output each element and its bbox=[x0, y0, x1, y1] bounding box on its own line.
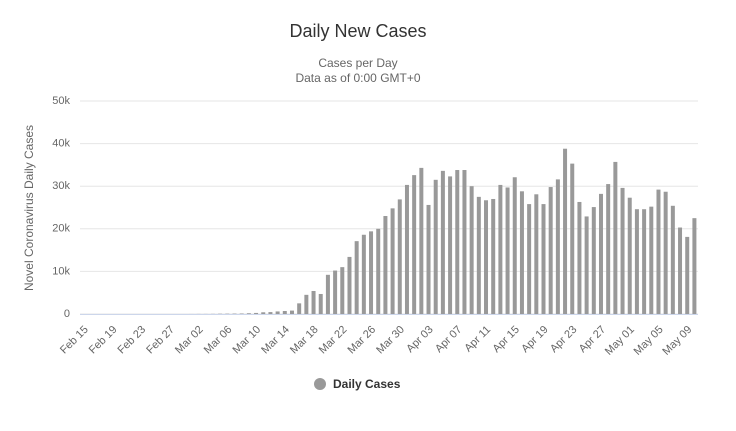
bar bbox=[240, 313, 244, 314]
bar bbox=[441, 171, 445, 314]
bar bbox=[276, 311, 280, 314]
bar bbox=[527, 204, 531, 314]
bar bbox=[671, 206, 675, 314]
bar bbox=[678, 228, 682, 314]
bar bbox=[563, 149, 567, 314]
bar bbox=[398, 199, 402, 314]
x-tick-label: Apr 15 bbox=[491, 324, 522, 355]
bar bbox=[570, 164, 574, 314]
bar bbox=[491, 199, 495, 314]
bar bbox=[283, 311, 287, 314]
bar bbox=[556, 179, 560, 314]
bar bbox=[333, 271, 337, 314]
x-tick-label: Feb 23 bbox=[116, 324, 149, 357]
bar bbox=[484, 200, 488, 314]
chart-subtitle: Cases per Day bbox=[318, 56, 397, 70]
bar bbox=[592, 207, 596, 314]
bar bbox=[462, 170, 466, 314]
bar bbox=[628, 198, 632, 314]
x-tick-label: May 05 bbox=[632, 324, 666, 358]
bar bbox=[261, 312, 265, 314]
y-axis-title: Novel Coronavirus Daily Cases bbox=[22, 125, 36, 291]
bar bbox=[290, 311, 294, 314]
bar bbox=[362, 235, 366, 314]
bar bbox=[391, 208, 395, 314]
x-tick-label: Mar 14 bbox=[259, 324, 292, 357]
x-tick-label: May 09 bbox=[660, 324, 694, 358]
y-tick-label: 30k bbox=[52, 180, 70, 192]
y-tick-label: 10k bbox=[52, 265, 70, 277]
x-tick-label: Mar 10 bbox=[231, 324, 264, 357]
x-tick-label: May 01 bbox=[603, 324, 637, 358]
x-tick-label: Apr 23 bbox=[548, 324, 579, 355]
bar bbox=[405, 185, 409, 314]
x-tick-label: Apr 19 bbox=[519, 324, 550, 355]
bar bbox=[692, 218, 696, 314]
bar bbox=[247, 313, 251, 314]
x-tick-label: Mar 02 bbox=[173, 324, 206, 357]
bar bbox=[534, 194, 538, 314]
bar bbox=[635, 209, 639, 314]
bar bbox=[340, 267, 344, 314]
bar bbox=[649, 207, 653, 314]
bar bbox=[606, 184, 610, 314]
bar bbox=[434, 180, 438, 314]
bar bbox=[577, 202, 581, 314]
bar bbox=[621, 188, 625, 314]
legend-label: Daily Cases bbox=[333, 377, 401, 391]
bar bbox=[412, 175, 416, 314]
bar bbox=[685, 237, 689, 314]
bar bbox=[642, 209, 646, 314]
y-tick-label: 20k bbox=[52, 223, 70, 235]
bar bbox=[506, 187, 510, 314]
bar bbox=[585, 216, 589, 314]
bar bbox=[448, 176, 452, 314]
x-tick-label: Mar 26 bbox=[346, 324, 379, 357]
bar bbox=[599, 194, 603, 314]
chart-title: Daily New Cases bbox=[289, 21, 426, 41]
bar bbox=[304, 295, 308, 314]
bar bbox=[656, 190, 660, 314]
bar bbox=[427, 205, 431, 314]
bar bbox=[376, 229, 380, 314]
x-tick-label: Apr 11 bbox=[462, 324, 493, 355]
x-tick-label: Mar 18 bbox=[288, 324, 321, 357]
bar bbox=[613, 162, 617, 314]
bar bbox=[268, 312, 272, 314]
bar bbox=[326, 275, 330, 314]
bar bbox=[419, 168, 423, 314]
bar bbox=[549, 187, 553, 314]
x-tick-label: Feb 15 bbox=[58, 324, 91, 357]
bar bbox=[355, 241, 359, 314]
bar bbox=[520, 191, 524, 314]
x-tick-label: Apr 07 bbox=[433, 324, 464, 355]
x-tick-label: Apr 03 bbox=[404, 324, 435, 355]
bar bbox=[542, 204, 546, 314]
bar bbox=[383, 216, 387, 314]
bar bbox=[498, 185, 502, 314]
legend-marker bbox=[314, 378, 326, 390]
x-tick-label: Feb 27 bbox=[144, 324, 177, 357]
bar bbox=[664, 192, 668, 314]
y-tick-label: 40k bbox=[52, 138, 70, 150]
bar bbox=[297, 303, 301, 314]
bar bbox=[513, 177, 517, 314]
x-tick-label: Feb 19 bbox=[87, 324, 120, 357]
y-tick-label: 50k bbox=[52, 95, 70, 107]
x-tick-label: Mar 06 bbox=[202, 324, 235, 357]
bar bbox=[470, 186, 474, 314]
bar bbox=[369, 231, 373, 314]
bar bbox=[254, 313, 258, 314]
chart-subtitle: Data as of 0:00 GMT+0 bbox=[295, 71, 420, 85]
bar bbox=[312, 291, 316, 314]
x-tick-label: Mar 30 bbox=[374, 324, 407, 357]
bar bbox=[455, 170, 459, 314]
bar bbox=[319, 294, 323, 314]
y-tick-label: 0 bbox=[64, 308, 70, 320]
x-tick-label: Mar 22 bbox=[317, 324, 350, 357]
bar bbox=[347, 257, 351, 314]
bar bbox=[477, 197, 481, 314]
